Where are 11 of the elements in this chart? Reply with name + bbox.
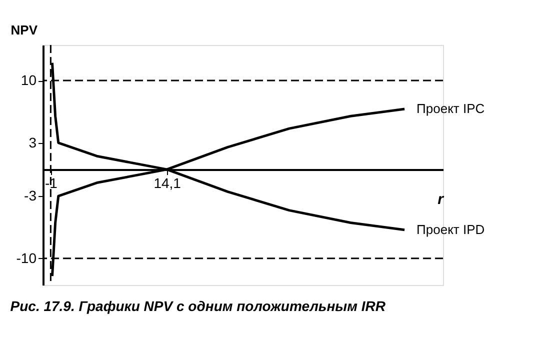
y-axis-title: NPV [10,22,38,38]
y-tick-label: -3 [24,188,37,204]
x-tick-label: -1 [44,174,58,191]
text: Рис. 17.9. Графики NPV с одним положительным IRR [10,298,386,314]
x-axis-title: r [438,190,445,208]
series-label: Проект IPD [416,222,485,237]
y-tick-label: 10 [20,72,37,88]
x-tick-label: 14,1 [154,174,182,191]
y-tick-label: -10 [16,250,37,266]
series-label: Проект IPC [416,101,485,116]
y-tick-label: 3 [28,134,37,150]
